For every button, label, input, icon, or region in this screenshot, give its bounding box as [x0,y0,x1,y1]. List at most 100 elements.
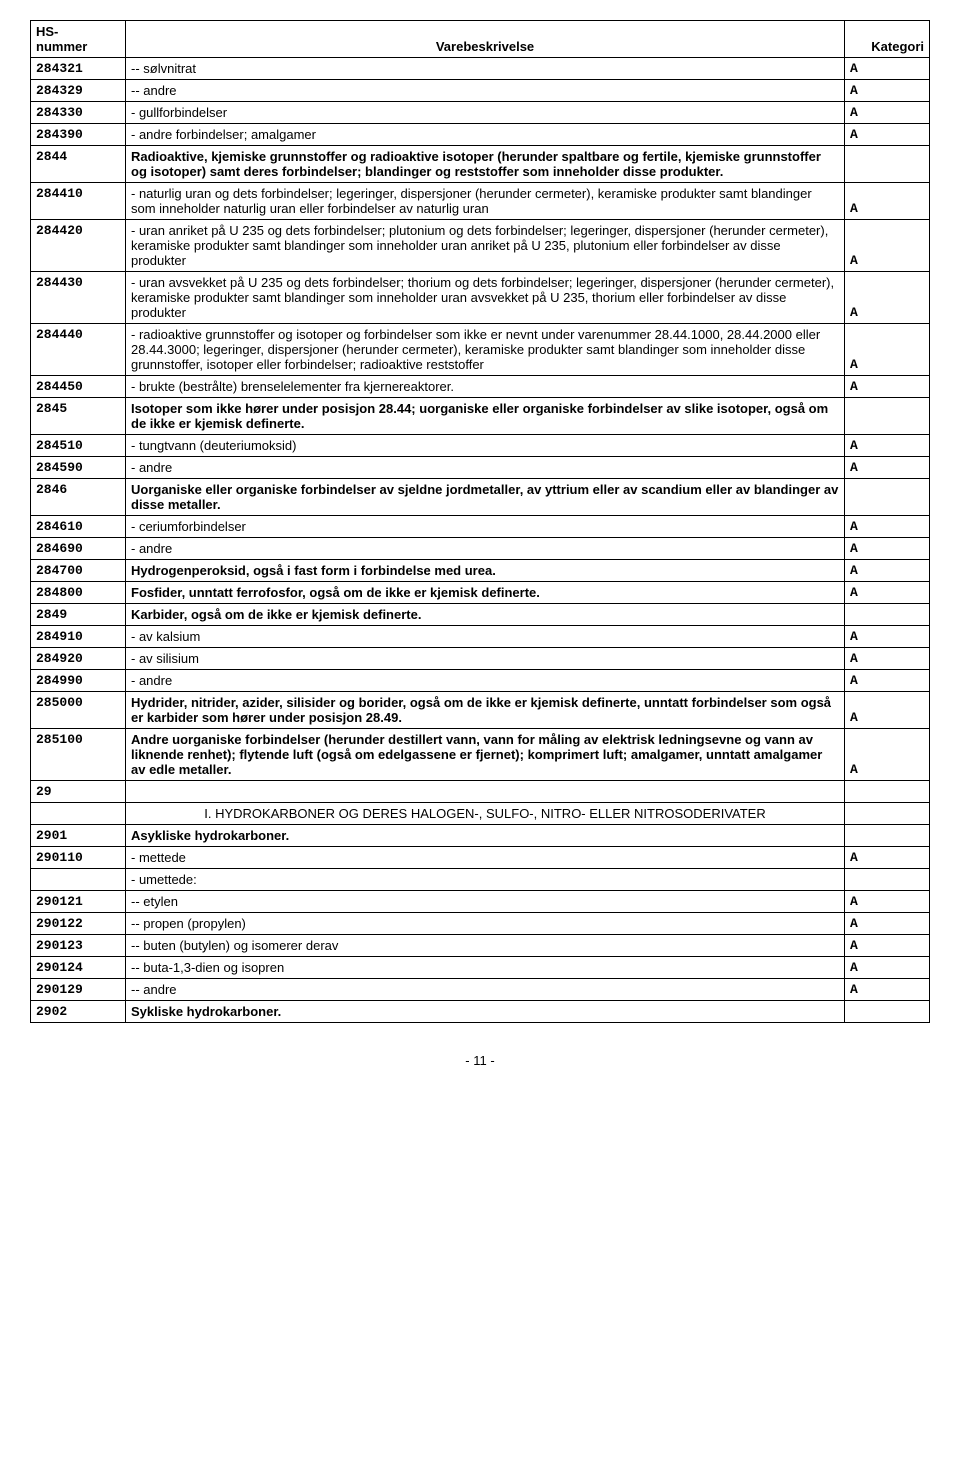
table-row: - umettede: [31,869,930,891]
cell-description: -- sølvnitrat [126,58,845,80]
cell-category [845,869,930,891]
cell-category: A [845,957,930,979]
cell-category: A [845,58,930,80]
table-row: 284510- tungtvann (deuteriumoksid)A [31,435,930,457]
cell-category [845,781,930,803]
header-col1-line1: HS- [36,24,58,39]
cell-description: - naturlig uran og dets forbindelser; le… [126,183,845,220]
header-row: HS- nummer Varebeskrivelse Kategori [31,21,930,58]
cell-category [845,479,930,516]
cell-description: Radioaktive, kjemiske grunnstoffer og ra… [126,146,845,183]
table-row: 29 [31,781,930,803]
cell-category [845,398,930,435]
cell-category [845,604,930,626]
cell-category: A [845,324,930,376]
cell-description [126,781,845,803]
cell-category: A [845,692,930,729]
cell-category: A [845,582,930,604]
cell-category: A [845,102,930,124]
cell-code: 2844 [31,146,126,183]
table-body: 284321-- sølvnitratA284329-- andreA28433… [31,58,930,1023]
cell-code: 284510 [31,435,126,457]
cell-category: A [845,891,930,913]
cell-category: A [845,457,930,479]
cell-code: 284800 [31,582,126,604]
cell-description: I. HYDROKARBONER OG DERES HALOGEN-, SULF… [126,803,845,825]
table-row: 284700Hydrogenperoksid, også i fast form… [31,560,930,582]
cell-code: 2849 [31,604,126,626]
table-row: 285100Andre uorganiske forbindelser (her… [31,729,930,781]
cell-code: 29 [31,781,126,803]
table-row: I. HYDROKARBONER OG DERES HALOGEN-, SULF… [31,803,930,825]
cell-code: 284700 [31,560,126,582]
table-row: 284610- ceriumforbindelserA [31,516,930,538]
header-hs-nummer: HS- nummer [31,21,126,58]
cell-code: 284420 [31,220,126,272]
cell-description: - av silisium [126,648,845,670]
cell-code [31,869,126,891]
cell-code: 284321 [31,58,126,80]
cell-code: 284440 [31,324,126,376]
cell-description: Isotoper som ikke hører under posisjon 2… [126,398,845,435]
header-kategori: Kategori [845,21,930,58]
cell-description: Asykliske hydrokarboner. [126,825,845,847]
cell-category: A [845,183,930,220]
cell-category: A [845,220,930,272]
hs-table: HS- nummer Varebeskrivelse Kategori 2843… [30,20,930,1023]
cell-category: A [845,124,930,146]
table-row: 2849Karbider, også om de ikke er kjemisk… [31,604,930,626]
table-row: 284450- brukte (bestrålte) brenselelemen… [31,376,930,398]
cell-category: A [845,935,930,957]
cell-code: 290124 [31,957,126,979]
table-row: 284321-- sølvnitratA [31,58,930,80]
cell-category: A [845,979,930,1001]
cell-code: 284690 [31,538,126,560]
table-row: 284329-- andreA [31,80,930,102]
table-row: 284690- andreA [31,538,930,560]
cell-description: Hydrogenperoksid, også i fast form i for… [126,560,845,582]
header-varebeskrivelse: Varebeskrivelse [126,21,845,58]
cell-category: A [845,435,930,457]
cell-code: 2846 [31,479,126,516]
cell-category: A [845,648,930,670]
cell-code: 284450 [31,376,126,398]
cell-category [845,825,930,847]
table-row: 290123-- buten (butylen) og isomerer der… [31,935,930,957]
cell-description: - uran avsvekket på U 235 og dets forbin… [126,272,845,324]
cell-code: 284410 [31,183,126,220]
cell-description: Fosfider, unntatt ferrofosfor, også om d… [126,582,845,604]
table-row: 284390- andre forbindelser; amalgamerA [31,124,930,146]
cell-category [845,146,930,183]
cell-code: 285000 [31,692,126,729]
cell-category: A [845,272,930,324]
cell-code: 284990 [31,670,126,692]
cell-description: - tungtvann (deuteriumoksid) [126,435,845,457]
table-row: 284920- av silisiumA [31,648,930,670]
cell-description: - ceriumforbindelser [126,516,845,538]
cell-category: A [845,729,930,781]
table-row: 290122-- propen (propylen)A [31,913,930,935]
table-row: 285000Hydrider, nitrider, azider, silisi… [31,692,930,729]
table-row: 284800Fosfider, unntatt ferrofosfor, ogs… [31,582,930,604]
cell-code: 284590 [31,457,126,479]
cell-code: 285100 [31,729,126,781]
cell-code: 284430 [31,272,126,324]
table-row: 284330- gullforbindelserA [31,102,930,124]
table-row: 290121-- etylenA [31,891,930,913]
table-row: 290129-- andreA [31,979,930,1001]
cell-code: 2902 [31,1001,126,1023]
cell-description: - andre [126,538,845,560]
cell-code: 290122 [31,913,126,935]
cell-category: A [845,913,930,935]
cell-description: Andre uorganiske forbindelser (herunder … [126,729,845,781]
cell-description: - andre forbindelser; amalgamer [126,124,845,146]
cell-category [845,1001,930,1023]
cell-code: 284330 [31,102,126,124]
table-row: 2846Uorganiske eller organiske forbindel… [31,479,930,516]
cell-code: 290129 [31,979,126,1001]
table-row: 284420- uran anriket på U 235 og dets fo… [31,220,930,272]
cell-code: 284329 [31,80,126,102]
cell-category: A [845,670,930,692]
table-row: 2901Asykliske hydrokarboner. [31,825,930,847]
cell-category: A [845,516,930,538]
